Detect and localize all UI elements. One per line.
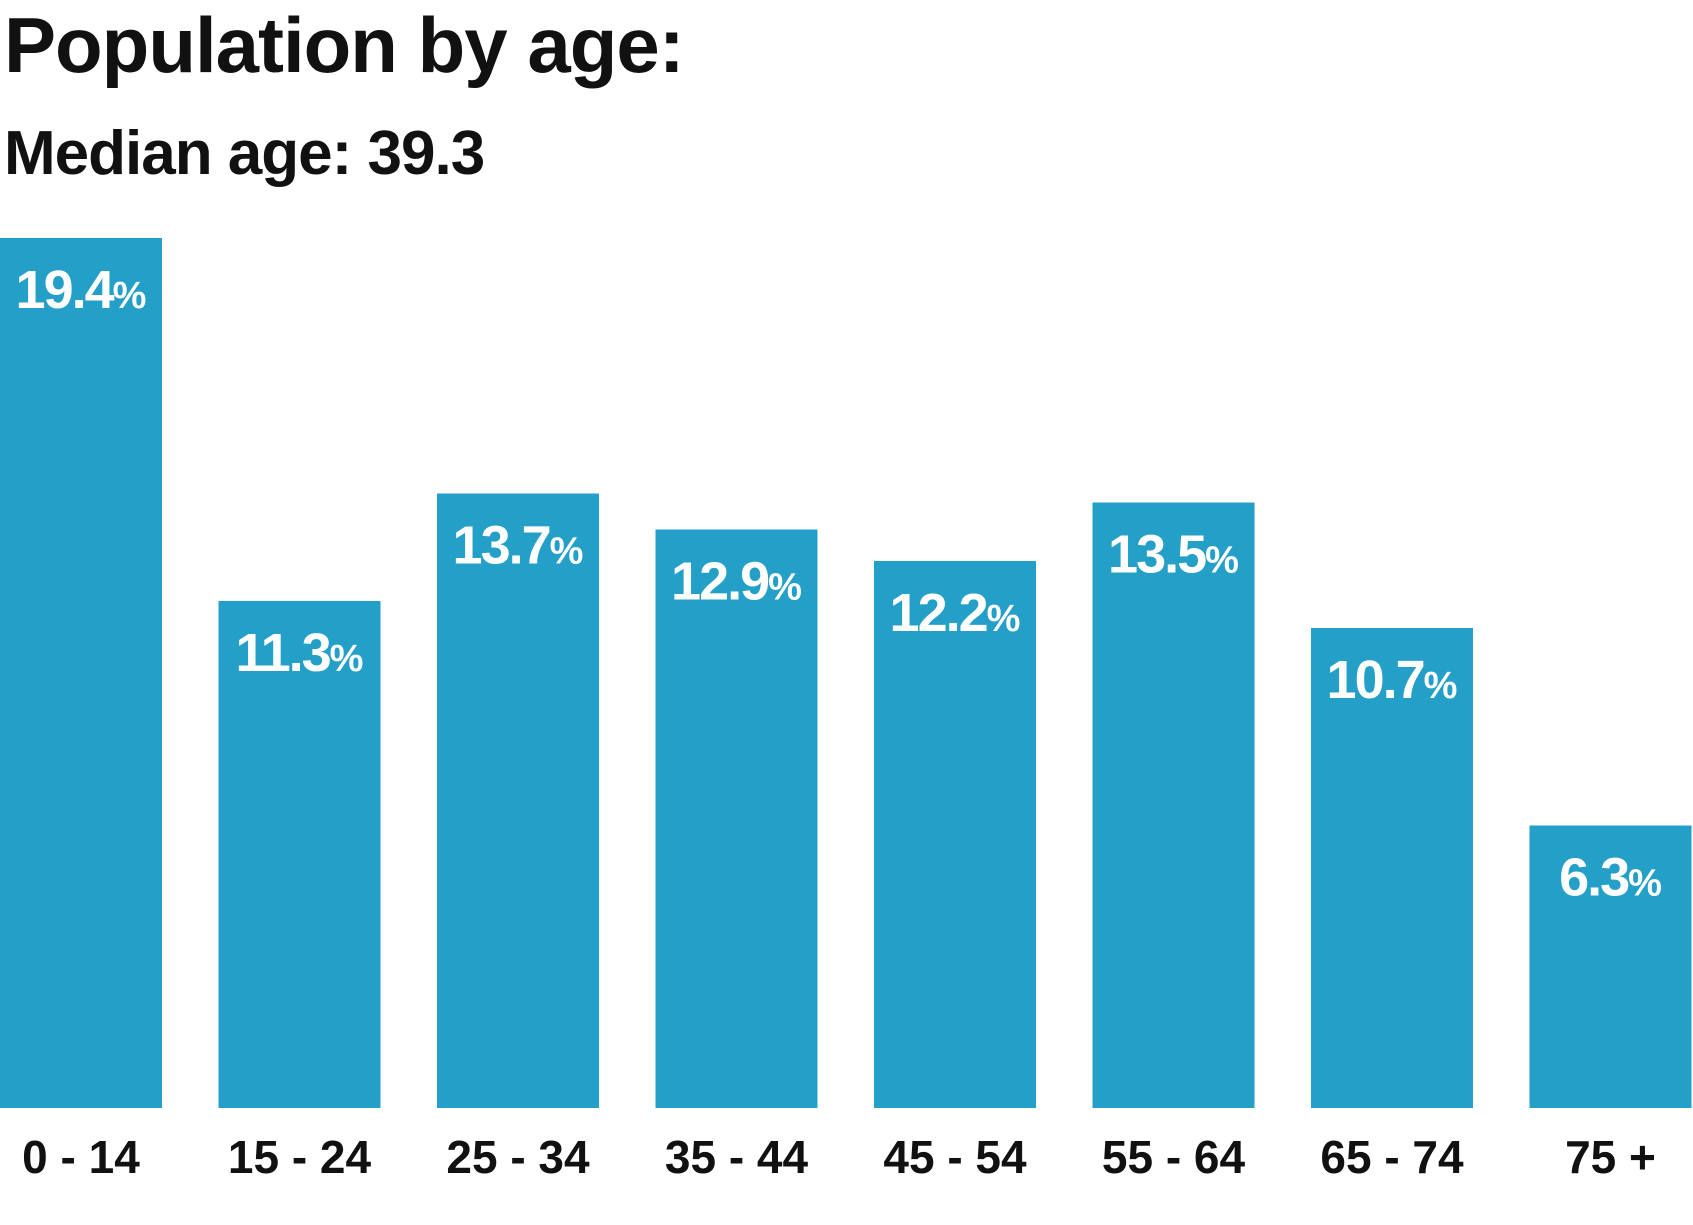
bar-65-74 <box>1311 628 1473 1108</box>
x-tick-label: 65 - 74 <box>1320 1131 1464 1183</box>
value-label: 11.3% <box>236 623 364 683</box>
value-label: 12.2% <box>890 583 1021 643</box>
bar-75plus <box>1529 825 1692 1108</box>
value-label: 13.7% <box>453 516 584 576</box>
x-tick-labels-group: 0 - 14 15 - 24 25 - 34 35 - 44 45 - 54 55 - 6… <box>22 1131 1656 1183</box>
chart-title: Population by age: <box>4 1 685 89</box>
value-label: 12.9% <box>671 552 802 612</box>
x-tick-label: 25 - 34 <box>446 1131 590 1183</box>
value-label: 13.5% <box>1108 525 1239 585</box>
bar-25-34 <box>437 493 599 1109</box>
value-label: 6.3% <box>1559 848 1662 908</box>
value-labels-group: 19.4% 11.3% 13.7% 12.9% 12.2% 13.5% 10.7% 6.3% <box>16 260 1662 908</box>
x-tick-label: 45 - 54 <box>883 1131 1027 1183</box>
x-tick-label: 55 - 64 <box>1102 1131 1246 1183</box>
bar-15-24 <box>218 601 381 1108</box>
bar-0-14 <box>0 238 162 1108</box>
value-label: 19.4% <box>16 260 147 320</box>
x-tick-label: 0 - 14 <box>22 1131 140 1183</box>
bar-35-44 <box>655 529 818 1108</box>
x-tick-label: 15 - 24 <box>228 1131 372 1183</box>
x-tick-label: 35 - 44 <box>665 1131 809 1183</box>
value-label: 10.7% <box>1327 650 1458 710</box>
bar-55-64 <box>1092 502 1255 1109</box>
chart-subtitle: Median age: 39.3 <box>4 119 485 188</box>
bar-45-54 <box>874 560 1036 1108</box>
x-tick-label: 75 + <box>1565 1131 1656 1183</box>
bars-group <box>0 238 1692 1109</box>
